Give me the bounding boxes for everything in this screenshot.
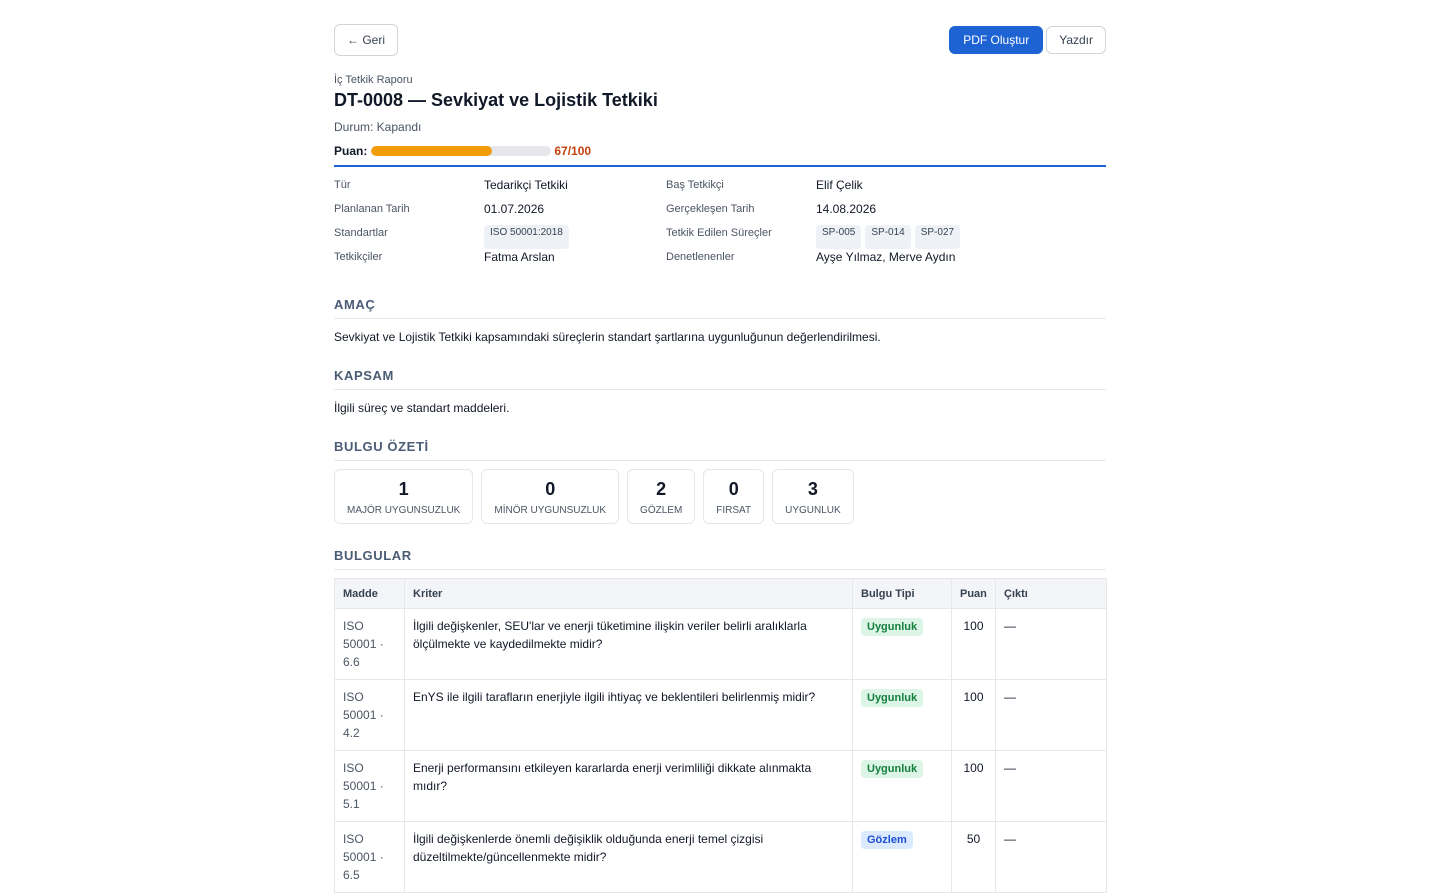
summary-card: 2 GÖZLEM [627, 469, 696, 524]
summary-card-label: MİNÖR UYGUNSUZLUK [494, 505, 607, 516]
scope-text: İlgili süreç ve standart maddeleri. [334, 401, 510, 415]
score-label: Puan: [334, 144, 368, 158]
column-header-output: Çıktı [995, 578, 1107, 609]
table-row: ISO 50001 · 6.6 İlgili değişkenler, SEU'l… [334, 608, 1107, 680]
finding-type-badge: Uygunluk [861, 689, 924, 707]
finding-clause: ISO 50001 · 5.1 [334, 750, 405, 822]
summary-card: 1 MAJÖR UYGUNSUZLUK [334, 469, 474, 524]
findings-table: Madde Kriter Bulgu Tipi Puan Çıktı ISO 5… [334, 578, 1107, 893]
finding-clause: ISO 50001 · 4.2 [334, 679, 405, 751]
purpose-text: Sevkiyat ve Lojistik Tetkiki kapsamındak… [334, 330, 881, 344]
back-button[interactable]: ← Geri [334, 24, 399, 56]
finding-type-cell: Uygunluk [852, 750, 952, 822]
meta-lead-auditor-label: Baş Tetkikçi [666, 179, 724, 191]
meta-type-label: Tür [334, 179, 351, 191]
standard-chip: ISO 50001:2018 [484, 225, 569, 249]
meta-actual-date-value: 14.08.2026 [816, 202, 877, 216]
meta-auditees-value: Ayşe Yılmaz, Merve Aydın [816, 250, 956, 264]
finding-type-badge: Gözlem [861, 831, 913, 849]
score-progress-bar [371, 146, 552, 156]
top-toolbar: ← Geri PDF Oluştur Yazdır [334, 24, 1106, 56]
summary-card-count: 2 [656, 479, 667, 499]
status-text: Durum: Kapandı [334, 120, 422, 134]
audit-meta-grid: Tür Tedarikçi Tetkiki Baş Tetkikçi Elif … [334, 177, 1106, 273]
meta-lead-auditor-value: Elif Çelik [816, 178, 863, 192]
finding-score: 50 [951, 821, 996, 893]
process-chip: SP-005 [816, 225, 862, 249]
meta-standards-label: Standartlar [334, 227, 388, 239]
summary-card: 0 MİNÖR UYGUNSUZLUK [481, 469, 620, 524]
summary-heading: BULGU ÖZETİ [334, 439, 1106, 461]
finding-score: 100 [951, 608, 996, 680]
summary-card-label: UYGUNLUK [785, 505, 841, 516]
finding-type-badge: Uygunluk [861, 618, 924, 636]
column-header-score: Puan [951, 578, 996, 609]
findings-heading: BULGULAR [334, 548, 1106, 570]
process-chip: SP-027 [914, 225, 961, 249]
summary-card-count: 1 [398, 479, 409, 499]
summary-card: 0 FIRSAT [703, 469, 765, 524]
finding-output: — [995, 679, 1107, 751]
findings-body: ISO 50001 · 6.6 İlgili değişkenler, SEU'l… [334, 608, 1107, 893]
meta-actual-date-label: Gerçekleşen Tarih [666, 203, 755, 215]
finding-type-cell: Gözlem [852, 821, 952, 893]
table-row: ISO 50001 · 4.2 EnYS ile ilgili tarafları… [334, 679, 1107, 751]
finding-output: — [995, 821, 1107, 893]
meta-standards-chips: ISO 50001:2018 [484, 225, 666, 249]
toolbar-actions: PDF Oluştur Yazdır [949, 26, 1106, 54]
summary-card-label: MAJÖR UYGUNSUZLUK [347, 505, 461, 516]
findings-header-row: Madde Kriter Bulgu Tipi Puan Çıktı [334, 578, 1107, 609]
meta-planned-date-label: Planlanan Tarih [334, 203, 410, 215]
summary-card-count: 0 [728, 479, 739, 499]
summary-card-label: GÖZLEM [640, 505, 683, 516]
finding-criterion: EnYS ile ilgili tarafların enerjiyle ilg… [404, 679, 853, 751]
finding-clause: ISO 50001 · 6.6 [334, 608, 405, 680]
finding-criterion: İlgili değişkenlerde önemli değişiklik o… [404, 821, 853, 893]
finding-criterion: İlgili değişkenler, SEU'lar ve enerji tü… [404, 608, 853, 680]
header-divider [334, 165, 1106, 167]
meta-auditees-label: Denetlenenler [666, 251, 735, 263]
page-title: DT-0008 — Sevkiyat ve Lojistik Tetkiki [334, 90, 658, 110]
meta-processes-chips: SP-005 SP-014 SP-027 [816, 225, 1106, 249]
meta-planned-date-value: 01.07.2026 [484, 202, 545, 216]
finding-output: — [995, 750, 1107, 822]
finding-type-cell: Uygunluk [852, 679, 952, 751]
finding-type-badge: Uygunluk [861, 760, 924, 778]
meta-auditors-label: Tetkikçiler [334, 251, 383, 263]
scope-heading: KAPSAM [334, 368, 1106, 390]
summary-card: 3 UYGUNLUK [772, 469, 854, 524]
table-row: ISO 50001 · 5.1 Enerji performansını etki… [334, 750, 1107, 822]
score-progress-fill [371, 146, 492, 156]
finding-summary-cards: 1 MAJÖR UYGUNSUZLUK 0 MİNÖR UYGUNSUZLUK 2 GÖZ… [334, 469, 1106, 524]
finding-output: — [995, 608, 1107, 680]
meta-type-value: Tedarikçi Tetkiki [484, 178, 568, 192]
finding-type-cell: Uygunluk [852, 608, 952, 680]
finding-criterion: Enerji performansını etkileyen kararlard… [404, 750, 853, 822]
table-row: ISO 50001 · 6.5 İlgili değişkenlerde önem… [334, 821, 1107, 893]
summary-card-label: FIRSAT [716, 505, 752, 516]
meta-auditors-value: Fatma Arslan [484, 250, 555, 264]
print-button[interactable]: Yazdır [1046, 26, 1106, 54]
score-value: 67/100 [554, 144, 592, 158]
process-chip: SP-014 [865, 225, 911, 249]
column-header-finding-type: Bulgu Tipi [852, 578, 952, 609]
finding-score: 100 [951, 679, 996, 751]
finding-clause: ISO 50001 · 6.5 [334, 821, 405, 893]
summary-card-count: 3 [807, 479, 818, 499]
score-row: Puan: 67/100 [334, 144, 1106, 158]
report-eyebrow: İç Tetkik Raporu [334, 74, 413, 86]
report-page: ← Geri PDF Oluştur Yazdır İç Tetkik Rapo… [334, 24, 1107, 893]
meta-processes-label: Tetkik Edilen Süreçler [666, 227, 772, 239]
summary-card-count: 0 [545, 479, 556, 499]
finding-score: 100 [951, 750, 996, 822]
column-header-criterion: Kriter [404, 578, 853, 609]
column-header-clause: Madde [334, 578, 405, 609]
purpose-heading: AMAÇ [334, 297, 1106, 319]
create-pdf-button[interactable]: PDF Oluştur [949, 26, 1044, 54]
